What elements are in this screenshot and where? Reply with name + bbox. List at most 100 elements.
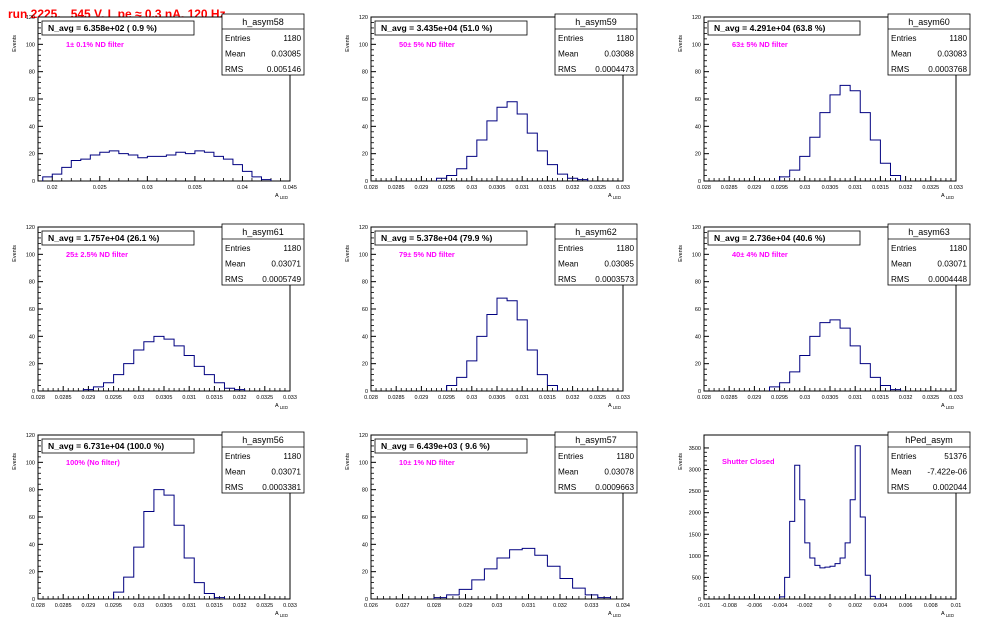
stats-box <box>887 431 971 494</box>
navg-box <box>41 230 195 246</box>
x-tick-label: -0.01 <box>698 603 711 609</box>
x-tick-label: 0.0325 <box>589 185 606 191</box>
histogram-bin <box>585 595 598 599</box>
histogram-bin <box>166 155 176 181</box>
y-tick-label: 80 <box>362 280 368 286</box>
x-tick-label: 0.002 <box>848 603 862 609</box>
histogram-bin <box>43 177 53 181</box>
y-tick-label: 20 <box>362 570 368 576</box>
histogram-bin <box>547 165 557 181</box>
histogram-bin <box>497 558 510 599</box>
y-tick-label: 2500 <box>689 489 701 495</box>
y-tick-label: 60 <box>362 97 368 103</box>
histogram-bin <box>184 558 194 599</box>
histogram-bin <box>547 386 557 391</box>
stats-box <box>887 13 971 76</box>
y-tick-label: 0 <box>365 179 368 185</box>
histogram-bin <box>547 566 560 599</box>
histogram-bin <box>467 156 477 181</box>
stats-mean-label: Mean <box>225 50 246 59</box>
histogram-bin <box>790 521 795 599</box>
x-tick-label: 0.0315 <box>539 185 556 191</box>
histogram-bin <box>52 174 62 181</box>
x-tick-label: 0.025 <box>93 185 107 191</box>
y-tick-label: 40 <box>362 542 368 548</box>
x-tick-label: 0.029 <box>82 395 96 401</box>
navg-box <box>374 230 528 246</box>
stats-rms-label: RMS <box>558 275 577 284</box>
x-tick-label: 0.032 <box>233 603 247 609</box>
x-tick-label: 0.032 <box>899 395 913 401</box>
y-tick-label: 60 <box>29 515 35 521</box>
stats-entries-label: Entries <box>225 452 250 461</box>
histogram-bin <box>820 113 830 181</box>
y-tick-label: 60 <box>362 307 368 313</box>
y-tick-label: 40 <box>362 334 368 340</box>
histogram-bin <box>880 386 890 391</box>
histogram-bin <box>134 350 144 391</box>
navg-box <box>41 20 195 36</box>
y-tick-label: 100 <box>26 252 35 258</box>
navg-label: N_avg = 6.731e+04 (100.0 %) <box>48 441 164 451</box>
stats-mean-label: Mean <box>558 468 579 477</box>
histogram-bin <box>154 490 164 599</box>
x-axis-label: A LED <box>941 403 954 410</box>
histogram-bin <box>870 377 880 391</box>
navg-label: N_avg = 1.757e+04 (26.1 %) <box>48 233 159 243</box>
histogram-bin <box>114 375 124 391</box>
histogram-bin <box>860 364 870 391</box>
histogram-bin <box>457 377 467 391</box>
histogram-bin <box>855 446 860 599</box>
stats-title: h_asym56 <box>242 435 284 445</box>
histogram-bin <box>780 597 785 599</box>
x-tick-label: 0.031 <box>848 185 862 191</box>
histogram-bin <box>224 388 234 391</box>
y-tick-label: 40 <box>362 124 368 130</box>
stats-rms-label: RMS <box>558 483 577 492</box>
histogram-bin <box>204 594 214 599</box>
y-tick-label: 80 <box>29 70 35 76</box>
x-tick-label: 0.0315 <box>539 395 556 401</box>
x-tick-label: 0.0315 <box>206 603 223 609</box>
histogram-series-h_asym59 <box>436 101 589 181</box>
filter-label: 79± 5% ND filter <box>399 250 455 259</box>
x-tick-label: 0.033 <box>283 395 297 401</box>
histogram-bin <box>598 598 611 599</box>
histogram-bin <box>233 165 243 181</box>
y-tick-label: 80 <box>362 488 368 494</box>
histogram-bin <box>830 566 835 599</box>
x-axis-label: A LED <box>275 403 288 410</box>
stats-entries-label: Entries <box>891 34 916 43</box>
y-tick-label: 120 <box>26 433 35 439</box>
y-tick-label: 20 <box>29 152 35 158</box>
stats-mean-value: 0.03078 <box>604 468 634 477</box>
x-tick-label: 0.0325 <box>922 395 939 401</box>
x-tick-label: 0.0285 <box>388 185 405 191</box>
x-tick-label: 0.0325 <box>922 185 939 191</box>
histogram-bin <box>507 301 517 391</box>
stats-rms-label: RMS <box>225 65 244 74</box>
histogram-bin <box>780 383 790 391</box>
stats-box <box>221 13 305 76</box>
x-tick-label: 0.0305 <box>156 395 173 401</box>
y-tick-label: 20 <box>362 362 368 368</box>
histogram-bin <box>527 350 537 391</box>
y-tick-label: 120 <box>359 225 368 231</box>
histogram-bin <box>144 512 154 599</box>
histogram-series-h_asym58 <box>42 150 272 181</box>
histogram-bin <box>447 595 460 599</box>
x-tick-label: 0.0285 <box>721 185 738 191</box>
x-tick-label: 0.029 <box>748 395 762 401</box>
x-tick-label: 0.029 <box>459 603 473 609</box>
stats-rms-label: RMS <box>891 275 910 284</box>
x-tick-label: 0.03 <box>492 603 503 609</box>
navg-box <box>707 230 861 246</box>
navg-label: N_avg = 6.358e+02 ( 0.9 %) <box>48 23 157 33</box>
x-tick-label: 0.028 <box>427 603 441 609</box>
histogram-bin <box>890 176 900 181</box>
y-tick-label: 120 <box>359 15 368 21</box>
x-tick-label: 0.028 <box>364 395 378 401</box>
x-tick-label: 0.028 <box>31 395 45 401</box>
histogram-bin <box>865 575 870 599</box>
